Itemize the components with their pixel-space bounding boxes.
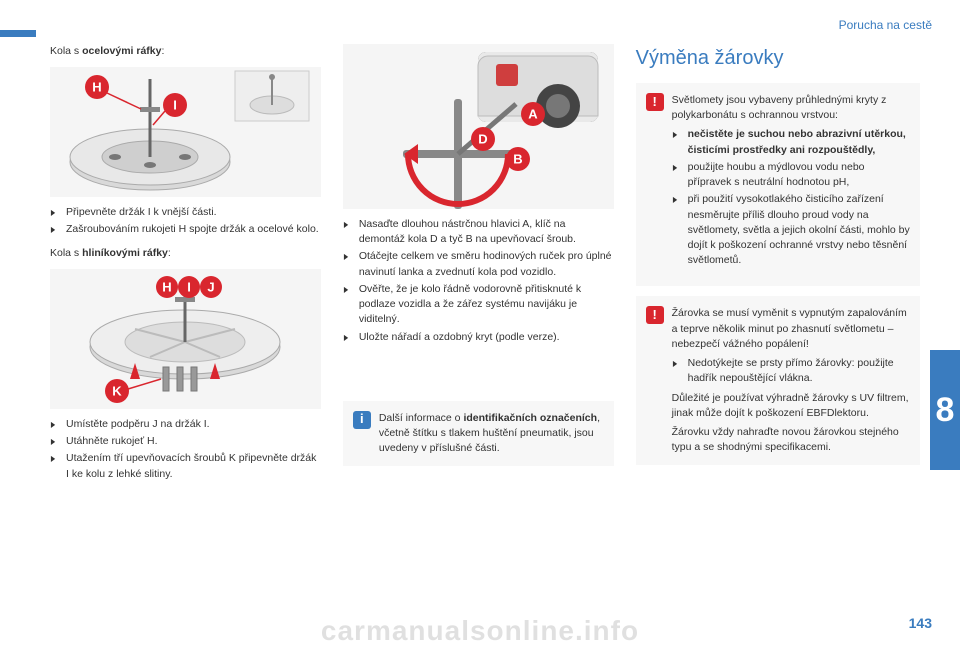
warning-icon: ! [646,306,664,324]
callout-b: B [514,152,523,167]
section-heading: Výměna žárovky [636,44,920,73]
callout-a: A [529,107,539,122]
list-item: Uložte nářadí a ozdobný kryt (podle verz… [343,330,614,345]
list-item: Utáhněte rukojeť H. [50,434,321,449]
figure-alloy-wheel: H I J K [50,269,321,409]
text-bold: identifikačních označeních [463,412,597,424]
list-item: při použití vysokotlakého čisticího zaří… [672,192,910,268]
watermark: carmanualsonline.info [0,615,960,647]
list-item: nečistěte je suchou nebo abrazivní utěrk… [672,127,910,157]
figure-steel-wheel: H I [50,67,321,197]
accent-strip [0,30,36,37]
chapter-tab: 8 [930,350,960,470]
text: Kola s [50,247,82,259]
list-item: použijte houbu a mýdlovou vodu nebo příp… [672,160,910,190]
column-2: A D B Nasaďte dlouhou nástrčnou hlavici … [343,44,614,609]
col1-list2: Umístěte podpěru J na držák I. Utáhněte … [50,417,321,482]
text-bold: ocelovými ráfky [82,45,161,57]
info-icon: i [353,411,371,429]
column-1: Kola s ocelovými ráfky: [50,44,321,609]
warning-body: Světlomety jsou vybaveny průhlednými kry… [672,93,910,276]
text: Další informace o [379,412,464,424]
callout-i: I [188,279,192,294]
callout-h: H [93,80,102,95]
info-body: Další informace o identifikačních označe… [379,411,604,457]
warning-1: ! Světlomety jsou vybaveny průhlednými k… [636,83,920,286]
figure-jack-operation: A D B [343,44,614,209]
list-item: Ověřte, že je kolo řádně vodorovně přiti… [343,282,614,328]
list-item: Utažením tří upevňovacích šroubů K připe… [50,451,321,481]
list-item: Umístěte podpěru J na držák I. [50,417,321,432]
content: Kola s ocelovými ráfky: [50,44,920,609]
column-3: Výměna žárovky ! Světlomety jsou vybaven… [636,44,920,609]
col1-list1: Připevněte držák I k vnější části. Zašro… [50,205,321,237]
text: Světlomety jsou vybaveny průhlednými kry… [672,93,910,123]
callout-i: I [174,98,178,113]
col1-intro2: Kola s hliníkovými ráfky: [50,246,321,261]
warning-2: ! Žárovka se musí vyměnit s vypnutým zap… [636,296,920,465]
list-item: Nasaďte dlouhou nástrčnou hlavici A, klí… [343,217,614,247]
list-item: Připevněte držák I k vnější části. [50,205,321,220]
callout-h: H [163,279,172,294]
text: : [168,247,171,259]
col1-intro: Kola s ocelovými ráfky: [50,44,321,59]
warning-body: Žárovka se musí vyměnit s vypnutým zapal… [672,306,910,455]
text-bold: hliníkovými ráfky [82,247,168,259]
callout-d: D [479,132,488,147]
info-notice: i Další informace o identifikačních ozna… [343,401,614,467]
text: Důležité je používat výhradně žárovky s … [672,391,910,421]
list-item: Otáčejte celkem ve směru hodinových ruče… [343,249,614,279]
list-item: Zašroubováním rukojeti H spojte držák a … [50,222,321,237]
text: : [162,45,165,57]
list-item: Nedotýkejte se prsty přímo žárovky: použ… [672,356,910,386]
text: Kola s [50,45,82,57]
section-title: Porucha na cestě [839,18,932,32]
col2-list: Nasaďte dlouhou nástrčnou hlavici A, klí… [343,217,614,345]
callout-k: K [113,383,123,398]
text: Žárovku vždy nahraďte novou žárovkou ste… [672,425,910,455]
text: Žárovka se musí vyměnit s vypnutým zapal… [672,306,910,352]
callout-j: J [208,279,215,294]
warning-icon: ! [646,93,664,111]
